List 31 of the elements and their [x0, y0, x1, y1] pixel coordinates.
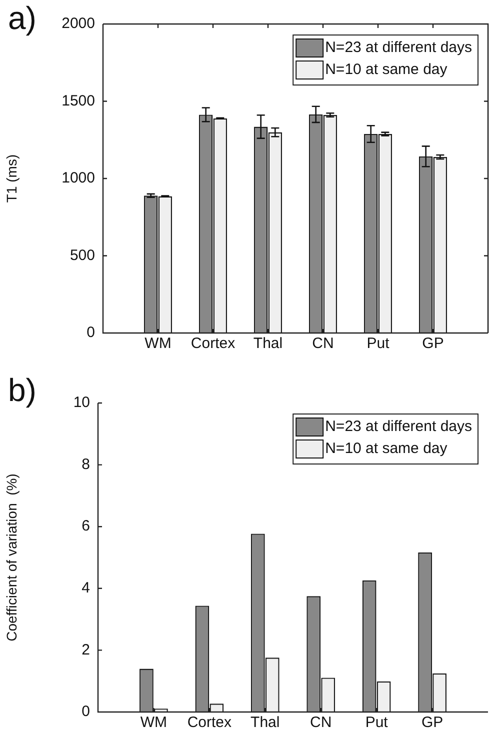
y-tick-label: 10: [73, 394, 90, 412]
x-tick-label: Put: [366, 335, 390, 352]
x-tick-label: Cortex: [187, 714, 232, 732]
y-tick-label: 4: [82, 580, 90, 597]
y-tick-label: 8: [82, 456, 90, 473]
y-tick-label: 0: [86, 324, 95, 342]
x-tick-label: Cortex: [190, 335, 236, 352]
x-tick-label: GP: [421, 714, 444, 732]
x-tick-label: CN: [310, 714, 332, 732]
y-tick-label: 1500: [62, 92, 95, 110]
y-axis-title: Coefficient of variation (%): [3, 474, 20, 642]
y-tick-label: 6: [82, 518, 90, 535]
text: a): [8, 0, 36, 36]
legend-label: N=10 at same day: [325, 61, 448, 78]
x-tick-label: WM: [140, 714, 168, 732]
text: b): [8, 372, 36, 408]
legend-label: N=10 at same day: [325, 440, 448, 458]
x-tick-label: Thal: [253, 335, 283, 352]
y-axis-title: T1 (ms): [3, 154, 20, 203]
y-tick-label: 1000: [62, 170, 95, 187]
y-tick-label: 2: [82, 641, 90, 658]
x-tick-label: Thal: [250, 714, 280, 732]
x-tick-label: GP: [422, 335, 444, 352]
legend-label: N=23 at different days: [325, 39, 472, 56]
y-tick-label: 500: [70, 246, 95, 264]
y-tick-label: 2000: [62, 15, 95, 32]
x-tick-label: Put: [365, 714, 389, 732]
legend-label: N=23 at different days: [325, 418, 472, 436]
x-tick-label: CN: [312, 335, 334, 352]
y-tick-label: 0: [82, 703, 90, 720]
x-tick-label: WM: [144, 335, 172, 352]
